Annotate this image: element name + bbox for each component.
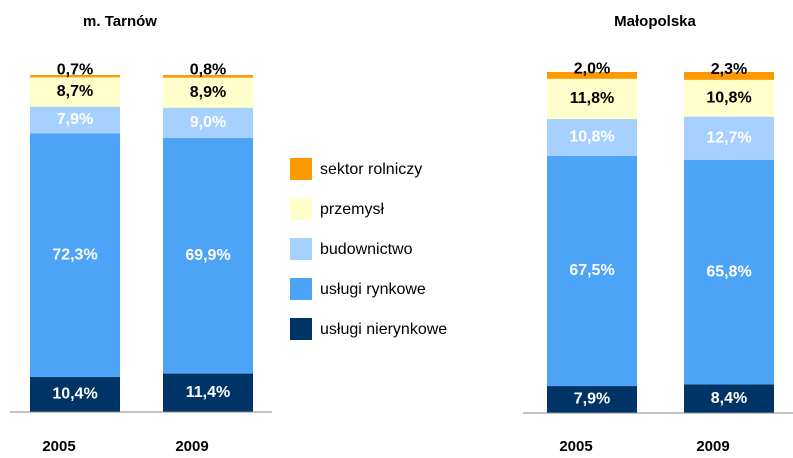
bar-segment: [163, 75, 253, 78]
bar-segment: [163, 77, 253, 108]
value-label: 69,9%: [185, 247, 230, 264]
value-label: 11,4%: [186, 384, 230, 401]
bar-segment: [684, 79, 774, 117]
bar-segment: [684, 116, 774, 160]
value-label: 10,8%: [706, 89, 751, 106]
bar-segment: [163, 107, 253, 139]
legend-swatch: [290, 278, 312, 300]
legend-label: przemysł: [320, 201, 384, 218]
x-tick-label: 2005: [42, 438, 75, 455]
bar-segment: [547, 386, 637, 413]
legend-label: budownictwo: [320, 241, 413, 258]
legend-swatch: [290, 198, 312, 220]
bar-segment: [547, 155, 637, 387]
legend-label: sektor rolniczy: [320, 161, 422, 178]
value-label: 12,7%: [706, 130, 751, 147]
value-label: 65,8%: [706, 263, 751, 280]
chart-title: Małopolska: [614, 13, 696, 30]
value-label: 0,7%: [57, 61, 93, 78]
x-tick-label: 2005: [559, 438, 592, 455]
bar-segment: [684, 159, 774, 385]
value-label: 72,3%: [52, 246, 97, 263]
value-label: 7,9%: [57, 111, 93, 128]
value-label: 7,9%: [574, 391, 610, 408]
value-label: 10,4%: [52, 386, 97, 403]
value-label: 10,8%: [569, 129, 614, 146]
value-label: 8,7%: [57, 83, 93, 100]
legend-label: usługi rynkowe: [320, 281, 426, 298]
bar-segment: [30, 77, 120, 107]
value-label: 67,5%: [569, 262, 614, 279]
legend-swatch: [290, 158, 312, 180]
value-label: 9,0%: [190, 114, 226, 131]
bar-segment: [547, 119, 637, 156]
bar-segment: [547, 78, 637, 120]
bar-segment: [30, 133, 120, 377]
legend-swatch: [290, 318, 312, 340]
legend-label: usługi nierynkowe: [320, 321, 447, 338]
bar-segment: [30, 106, 120, 134]
value-label: 11,8%: [570, 90, 614, 107]
value-label: 8,4%: [711, 390, 747, 407]
value-label: 2,0%: [574, 61, 610, 78]
bar-segment: [30, 75, 120, 78]
legend-swatch: [290, 238, 312, 260]
chart-title: m. Tarnów: [83, 13, 157, 30]
bar-segment: [163, 138, 253, 374]
bar-segment: [684, 384, 774, 413]
bar-segment: [30, 376, 120, 412]
x-tick-label: 2009: [175, 438, 208, 455]
value-label: 8,9%: [190, 84, 226, 101]
bar-segment: [163, 373, 253, 412]
bar-segment: [547, 72, 637, 79]
value-label: 0,8%: [190, 62, 226, 79]
value-label: 2,3%: [711, 61, 747, 78]
x-tick-label: 2009: [696, 438, 729, 455]
bar-segment: [684, 72, 774, 80]
